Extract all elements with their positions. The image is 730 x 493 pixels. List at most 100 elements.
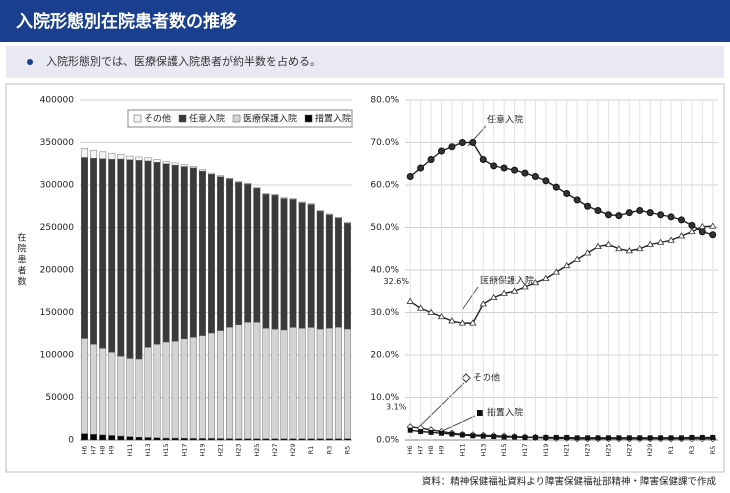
bar-segment (271, 194, 279, 196)
series-label: 任意入院 (487, 114, 523, 126)
x-tick-label: H7 (90, 445, 98, 454)
y-label-char: 在 (17, 232, 26, 244)
marker (449, 431, 455, 437)
bar-segment (289, 327, 297, 439)
marker (500, 289, 508, 296)
bar-segment (198, 170, 206, 336)
y-axis-label: 在院患者数 (17, 232, 26, 288)
bar-segment (235, 438, 243, 441)
y-label-char: 者 (17, 266, 26, 277)
bar-segment (208, 172, 215, 175)
marker (615, 244, 623, 252)
x-tick-label: H11 (458, 443, 466, 456)
bar-segment (235, 182, 243, 325)
marker (437, 312, 446, 320)
bar-segment (144, 157, 152, 162)
bar-segment (217, 330, 224, 439)
bar-segment (189, 337, 197, 439)
bar-segment (135, 436, 143, 441)
bar-segment (90, 343, 98, 435)
marker (552, 268, 560, 275)
marker (583, 249, 592, 256)
bar-segment (162, 163, 170, 343)
title-bar (0, 0, 730, 42)
bar-segment (244, 183, 252, 185)
bar-segment (334, 327, 342, 439)
bar-segment (253, 188, 261, 323)
bar-segment (280, 329, 288, 439)
series-label: 医療保護入院 (480, 275, 534, 287)
slide-title: 入院形態別在院患者数の推移 (16, 11, 237, 32)
marker (543, 434, 549, 440)
bar-segment (135, 156, 143, 161)
legend-label: その他 (144, 113, 171, 125)
marker (479, 156, 487, 163)
x-tick-label: H29 (646, 443, 654, 456)
x-tick-label: H19 (542, 443, 550, 456)
bar-segment (289, 199, 297, 328)
bar-segment (153, 159, 161, 163)
marker (500, 164, 508, 172)
bar-segment (108, 153, 116, 160)
x-tick-label: H17 (180, 443, 188, 456)
bar-segment (99, 158, 107, 349)
marker (416, 304, 425, 311)
marker (407, 427, 413, 433)
bar-segment (108, 351, 116, 436)
bar-segment (180, 338, 188, 439)
bar-segment (189, 166, 197, 169)
bar-segment (298, 201, 306, 203)
marker (521, 169, 529, 177)
bar-segment (244, 321, 252, 439)
bar-segment (153, 344, 161, 438)
bar-segment (108, 159, 116, 353)
bar-segment (180, 438, 188, 441)
bar-segment (244, 183, 252, 323)
marker (677, 232, 686, 239)
x-tick-label: R5 (709, 446, 717, 455)
y-tick-label: 200000 (40, 266, 75, 276)
bar-segment (344, 222, 351, 330)
bar-segment (316, 328, 324, 439)
marker (595, 435, 601, 441)
bullet-text: 入院形態別では、医療保護入院患者が約半数を占める。 (46, 54, 321, 68)
bar-segment (162, 160, 170, 164)
bar-segment (144, 437, 152, 441)
bar-segment (235, 324, 243, 439)
series-label: その他 (473, 372, 500, 384)
marker (625, 247, 634, 254)
bar-segment (81, 338, 88, 434)
x-tick-label: R5 (343, 446, 351, 455)
marker (626, 435, 632, 441)
y-label-char: 数 (17, 276, 26, 288)
series-label: 措置入院 (487, 407, 523, 419)
bar-segment (180, 166, 188, 340)
marker (605, 435, 611, 441)
marker (677, 216, 685, 224)
bar-segment (126, 155, 134, 160)
bar-segment (180, 164, 188, 167)
y-label-char: 院 (17, 243, 26, 255)
bar-segment (81, 148, 88, 158)
bar-segment (117, 355, 125, 437)
bar-segment (189, 167, 197, 338)
marker (470, 433, 476, 439)
x-tick-label: R1 (307, 446, 315, 455)
bar-segment (217, 176, 224, 331)
y-label-char: 患 (17, 254, 26, 266)
bar-segment (344, 328, 351, 439)
x-tick-label: R3 (325, 446, 333, 455)
legend-marker (461, 373, 471, 383)
x-tick-label: R1 (667, 446, 675, 455)
x-tick-label: H11 (126, 443, 134, 456)
marker (658, 435, 664, 441)
bar-segment (262, 328, 270, 439)
y-tick-label: 20.0% (370, 351, 399, 361)
bar-segment (334, 217, 342, 219)
bar-segment (153, 162, 161, 345)
marker (594, 207, 602, 214)
marker (417, 164, 425, 172)
y-tick-label: 10.0% (370, 393, 399, 403)
bar-segment (90, 158, 98, 345)
